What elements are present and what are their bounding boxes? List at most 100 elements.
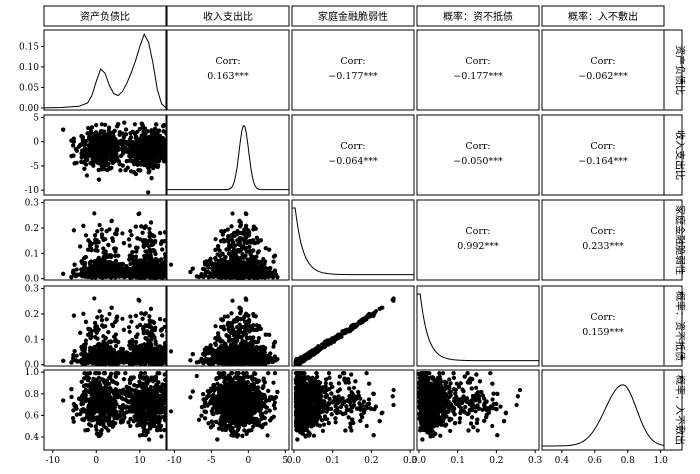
scatter-point [83,233,89,238]
scatter-point [97,222,102,228]
scatter-point [118,272,123,277]
scatter-point [118,168,123,173]
scatter-point [122,120,127,125]
panel-frame [291,114,415,196]
col-strip-label-0: 资产负债比 [80,10,130,23]
scatter-point [133,245,139,250]
scatter-point [116,139,121,144]
scatter-point [230,211,235,216]
scatter-point [148,270,154,275]
corr-label: Corr: [590,56,615,67]
scatter-point [130,250,135,255]
scatter-point [89,241,94,247]
scatter-point [106,161,111,166]
scatter-point [127,243,132,248]
scatter-point [161,129,166,134]
panel-2-0 [43,199,167,281]
scatter-point [151,258,156,264]
scatter-point [92,211,97,216]
corr-value: −0.164*** [578,156,628,167]
scatter-point [99,122,104,127]
scatter-point [96,177,101,182]
scatter-point [128,131,133,136]
scatter-point [141,239,146,244]
scatter-point [230,250,235,255]
scatter-point [105,268,110,273]
scatter-point [96,167,101,173]
scatter-point [151,139,156,144]
scatter-point [148,164,153,169]
scatter-point [82,160,87,165]
scatter-point [145,163,150,168]
scatter-point [88,247,93,252]
corr-label: Corr: [215,56,240,67]
scatter-point [91,158,96,163]
scatter-point [99,160,105,165]
scatter-point [85,155,90,160]
scatter-point [151,248,156,253]
scatter-point [99,140,104,145]
scatter-point [165,261,166,264]
scatter-point [89,266,95,271]
scatter-point [95,150,100,155]
scatter-point [106,242,111,248]
col-strip-1 [166,5,290,27]
scatter-point [143,138,148,143]
scatter-point [236,249,241,254]
scatter-point [160,143,165,149]
scatter-point [140,272,145,277]
scatter-point [113,253,118,258]
corr-value: −0.050*** [453,156,503,167]
panel-frame [416,114,540,196]
scatter-point [163,252,166,257]
scatter-point [149,176,154,181]
scatter-point [113,157,119,162]
panel-1-0 [43,114,167,196]
scatter-point [238,230,243,236]
scatter-point [134,145,139,150]
scatter-point [251,224,256,229]
scatter-point [213,237,218,242]
scatter-point [137,258,142,263]
scatter-point [108,269,113,274]
scatter-point [246,228,251,233]
scatter-point [82,166,87,171]
scatter-point [146,190,151,195]
scatter-point [103,249,108,254]
panel-0-4: Corr:−0.062*** [541,29,665,111]
scatter-point [159,138,164,143]
scatter-point [162,230,166,235]
scatter-point [92,263,97,268]
scatter-point [112,128,117,133]
row-strip-label-4: 概率：入不敷出 [674,375,687,445]
scatter-point [129,158,134,164]
scatter-point [98,268,103,273]
scatter-point [108,130,113,136]
scatter-point [80,137,85,142]
scatter-point [148,148,153,153]
panel-1-3: Corr:−0.050*** [416,114,540,196]
scatter-point [222,228,227,234]
scatter-point [136,211,141,217]
scatter-point [146,244,151,249]
scatter-point [165,265,166,270]
scatter-point [99,227,104,232]
scatter-point [98,144,103,149]
panel-1-4: Corr:−0.164*** [541,114,665,196]
scatter-point [80,148,85,153]
scatter-point [124,141,129,146]
scatter-point [89,146,94,151]
scatter-point [77,144,82,149]
scatter-point [61,271,66,276]
scatter-point [168,262,174,267]
scatter-point [226,234,231,239]
scatter-point [140,133,145,138]
scatter-point [88,161,93,166]
scatter-point [95,257,100,262]
scatter-point [99,164,104,169]
scatter-point [119,146,124,151]
scatter-point [272,253,278,258]
scatter-point [116,262,121,267]
